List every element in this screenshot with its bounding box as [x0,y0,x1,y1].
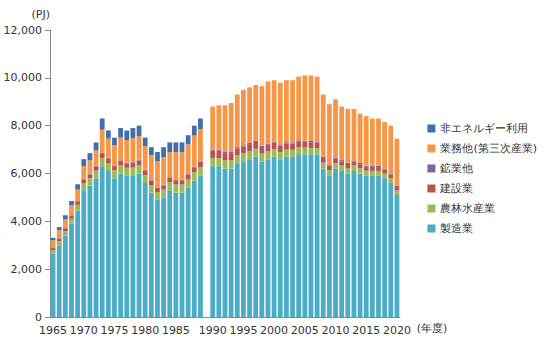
svg-text:1990: 1990 [199,324,227,337]
svg-text:1975: 1975 [100,324,128,337]
svg-text:非エネルギー利用: 非エネルギー利用 [440,122,528,135]
svg-text:1985: 1985 [162,324,190,337]
svg-text:4,000: 4,000 [11,215,43,228]
svg-text:6,000: 6,000 [11,167,43,180]
svg-text:建設業: 建設業 [439,182,473,195]
svg-text:(PJ): (PJ) [32,8,50,21]
svg-text:2020: 2020 [383,324,411,337]
svg-text:0: 0 [35,311,42,324]
svg-text:(年度): (年度) [417,322,448,335]
svg-text:10,000: 10,000 [4,71,43,84]
svg-text:製造業: 製造業 [440,222,473,235]
svg-text:8,000: 8,000 [11,119,43,132]
svg-text:1965: 1965 [39,324,67,337]
svg-text:2010: 2010 [322,324,350,337]
svg-text:2,000: 2,000 [11,263,43,276]
svg-text:2005: 2005 [291,324,319,337]
svg-text:1995: 1995 [229,324,257,337]
svg-text:1980: 1980 [131,324,159,337]
svg-text:業務他(第三次産業): 業務他(第三次産業) [440,142,537,155]
svg-text:2000: 2000 [260,324,288,337]
svg-text:12,000: 12,000 [4,24,43,37]
svg-text:1970: 1970 [70,324,98,337]
svg-text:鉱業他: 鉱業他 [440,162,473,175]
svg-text:農林水産業: 農林水産業 [440,202,495,215]
svg-text:2015: 2015 [352,324,380,337]
